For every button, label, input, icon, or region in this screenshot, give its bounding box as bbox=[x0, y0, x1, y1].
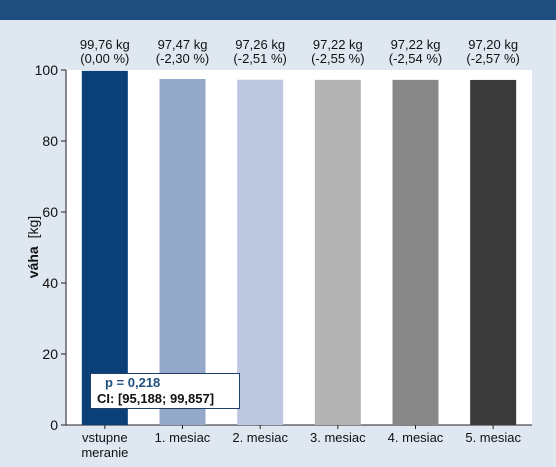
bars bbox=[81, 70, 517, 426]
y-tick-label: 40 bbox=[42, 275, 58, 291]
bar bbox=[81, 70, 128, 426]
y-tick-label: 100 bbox=[35, 62, 59, 78]
y-tick-label: 20 bbox=[42, 346, 58, 362]
bar-value-label: 97,22 kg bbox=[391, 37, 441, 52]
x-tick-label: 4. mesiac bbox=[388, 430, 444, 445]
bar bbox=[159, 78, 206, 425]
bar bbox=[237, 79, 284, 426]
bar bbox=[314, 79, 361, 425]
y-axis-label-unit: [kg] bbox=[25, 216, 41, 239]
x-tick-label: 5. mesiac bbox=[465, 430, 521, 445]
y-ticks: 0 20 40 60 80 100 bbox=[35, 62, 66, 433]
x-tick-label: vstupne bbox=[82, 430, 128, 445]
bar-value-label: 97,20 kg bbox=[468, 37, 518, 52]
bar bbox=[392, 79, 439, 425]
statistics-box: p = 0,218 CI: [95,188; 99,857] bbox=[90, 373, 240, 409]
y-tick-label: 60 bbox=[42, 204, 58, 220]
p-value: p = 0,218 bbox=[105, 375, 161, 390]
y-tick-label: 0 bbox=[50, 417, 58, 433]
bar-change-label: (-2,55 %) bbox=[311, 51, 364, 66]
bar-change-label: (-2,57 %) bbox=[466, 51, 519, 66]
plot-area bbox=[66, 70, 532, 425]
bar-value-label: 99,76 kg bbox=[80, 37, 130, 52]
bar-value-label: 97,26 kg bbox=[235, 37, 285, 52]
y-axis-label: váha [kg] bbox=[25, 216, 41, 278]
bar-value-label: 97,22 kg bbox=[313, 37, 363, 52]
x-tick-label: 2. mesiac bbox=[232, 430, 288, 445]
bar-change-label: (0,00 %) bbox=[80, 51, 129, 66]
header-band bbox=[0, 0, 556, 20]
x-tick-label: meranie bbox=[81, 445, 128, 460]
bar-change-label: (-2,54 %) bbox=[389, 51, 442, 66]
confidence-interval: CI: [95,188; 99,857] bbox=[97, 391, 215, 406]
bar-value-label: 97,47 kg bbox=[158, 37, 208, 52]
y-axis-label-bold: váha bbox=[25, 246, 41, 278]
y-tick-label: 80 bbox=[42, 133, 58, 149]
bar-labels: 99,76 kg(0,00 %) 97,47 kg(-2,30 %) 97,26 k… bbox=[80, 37, 520, 66]
bar-change-label: (-2,51 %) bbox=[233, 51, 286, 66]
x-tick-label: 1. mesiac bbox=[155, 430, 211, 445]
bar bbox=[470, 79, 517, 425]
x-tick-label: 3. mesiac bbox=[310, 430, 366, 445]
bar-change-label: (-2,30 %) bbox=[156, 51, 209, 66]
